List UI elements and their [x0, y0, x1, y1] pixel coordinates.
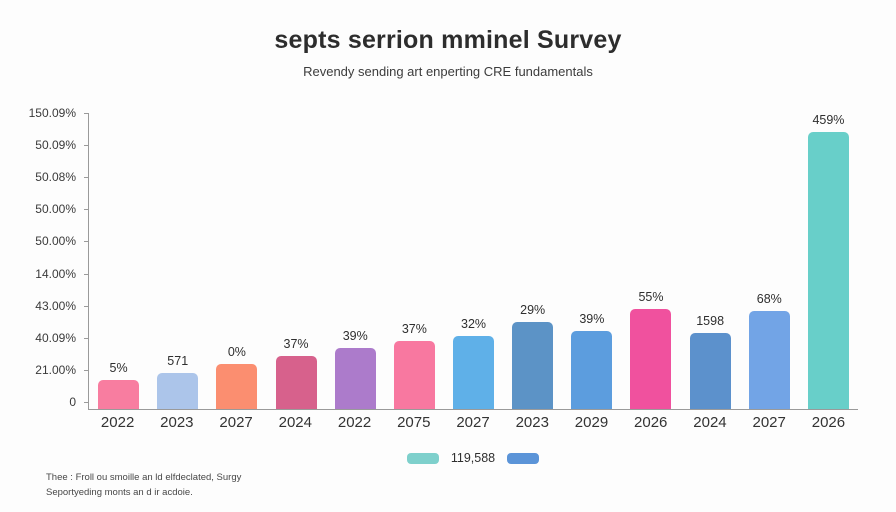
- bar-value-label: 37%: [401, 322, 427, 336]
- bar-slot: 39%: [326, 113, 385, 409]
- bar-value-label: 1598: [696, 314, 725, 328]
- y-tick-label: 43.00%: [35, 298, 76, 313]
- plot-area: 5% 571 0% 37% 39% 37% 32% 29% 39% 55% 1598 68% 459%: [88, 113, 858, 410]
- bar-2024: [689, 333, 731, 409]
- x-tick-label: 2027: [456, 414, 490, 431]
- source-note: Thee : Froll ou smoille an ld elfdeclate…: [46, 470, 241, 500]
- x-tick-label: 2022: [337, 414, 372, 431]
- x-tick-label: 2024: [278, 414, 312, 431]
- x-tick-label: 2024: [693, 414, 727, 431]
- y-tick-label: 50.00%: [35, 234, 76, 249]
- y-tick-mark: [84, 113, 88, 114]
- chart-title: septs serrion mminel Survey: [274, 26, 622, 54]
- bar-slot: 55%: [621, 113, 680, 409]
- legend-swatch-teal: [406, 452, 439, 464]
- y-tick-label: 21.00%: [35, 362, 76, 377]
- bar-slot: 1598: [681, 113, 740, 409]
- bar-2022: [98, 380, 140, 409]
- y-tick-mark: [84, 241, 88, 243]
- bar-value-label: 37%: [283, 337, 309, 351]
- bar-2026: [807, 132, 849, 409]
- bar-2023: [512, 322, 554, 409]
- bar-slot: 29%: [503, 113, 562, 409]
- bar-2023: [157, 373, 199, 409]
- bar-2022: [334, 348, 376, 409]
- legend-swatch-blue: [507, 452, 540, 464]
- bar-2024: [275, 356, 317, 409]
- bar-2029: [571, 331, 613, 409]
- chart-subtitle: Revendy sending art enperting CRE fundam…: [303, 64, 593, 79]
- x-tick-label: 2027: [219, 414, 253, 431]
- y-tick-label: 14.00%: [35, 266, 76, 281]
- bar-2027: [748, 311, 790, 409]
- x-tick-label: 2026: [811, 414, 846, 431]
- x-tick-label: 2022: [100, 414, 135, 431]
- bar-value-label: 55%: [638, 290, 664, 304]
- x-axis: 2022 2023 2027 2024 2022 2075 2027 2023 2029 2026…: [88, 414, 858, 431]
- y-tick-mark: [84, 177, 88, 179]
- legend-label: 119,588: [450, 451, 496, 465]
- y-tick-mark: [84, 402, 88, 403]
- x-tick-label: 2026: [634, 414, 668, 431]
- y-tick-mark: [84, 209, 88, 211]
- bar-slot: 68%: [740, 113, 799, 409]
- y-tick-label: 150.09%: [28, 106, 76, 120]
- bar-value-label: 68%: [756, 292, 782, 306]
- bar-value-label: 571: [167, 354, 189, 368]
- bar-value-label: 459%: [812, 113, 845, 127]
- x-tick-label: 2075: [397, 414, 431, 431]
- bar-slot: 39%: [562, 113, 621, 409]
- bar-value-label: 39%: [579, 312, 605, 326]
- bar-2027: [453, 336, 495, 409]
- bar-value-label: 32%: [461, 317, 487, 331]
- bar-slot: 571: [148, 113, 207, 409]
- bar-slot: 37%: [385, 113, 444, 409]
- y-tick-label: 40.09%: [35, 330, 76, 345]
- y-tick-label: 50.00%: [35, 202, 76, 217]
- y-tick-mark: [84, 145, 88, 147]
- bar-slot: 37%: [266, 113, 325, 409]
- bar-slot: 459%: [799, 113, 858, 409]
- y-tick-mark: [84, 305, 88, 307]
- chart-legend: 119,588: [88, 451, 858, 465]
- x-tick-label: 2023: [160, 414, 194, 431]
- source-note-line-2: Seportyeding monts an d ir acdoie.: [46, 487, 193, 498]
- y-tick-label: 50.08%: [35, 170, 76, 185]
- x-tick-label: 2023: [515, 414, 549, 431]
- y-tick-mark: [84, 369, 88, 371]
- x-tick-label: 2029: [574, 414, 609, 431]
- bar-value-label: 29%: [520, 303, 546, 317]
- bar-slot: 0%: [207, 113, 266, 409]
- bar-value-label: 39%: [342, 329, 368, 343]
- y-tick-mark: [84, 273, 88, 275]
- bar-2026: [630, 309, 672, 409]
- x-tick-label: 2027: [752, 414, 786, 431]
- bar-2027: [216, 364, 258, 409]
- y-tick-mark: [84, 337, 88, 339]
- source-note-line-1: Thee : Froll ou smoille an ld elfdeclate…: [46, 472, 242, 483]
- y-axis: 150.09% 50.09% 50.08% 50.00% 50.00% 14.00% 43.…: [0, 106, 88, 410]
- y-tick-label: 50.09%: [35, 138, 76, 153]
- y-tick-label: 0: [69, 395, 76, 409]
- bars-row: 5% 571 0% 37% 39% 37% 32% 29% 39% 55% 1598 68% 459%: [89, 113, 858, 409]
- bar-2075: [393, 341, 435, 409]
- bar-value-label: 5%: [109, 361, 128, 375]
- bar-value-label: 0%: [227, 345, 246, 359]
- bar-slot: 32%: [444, 113, 503, 409]
- bar-slot: 5%: [89, 113, 148, 409]
